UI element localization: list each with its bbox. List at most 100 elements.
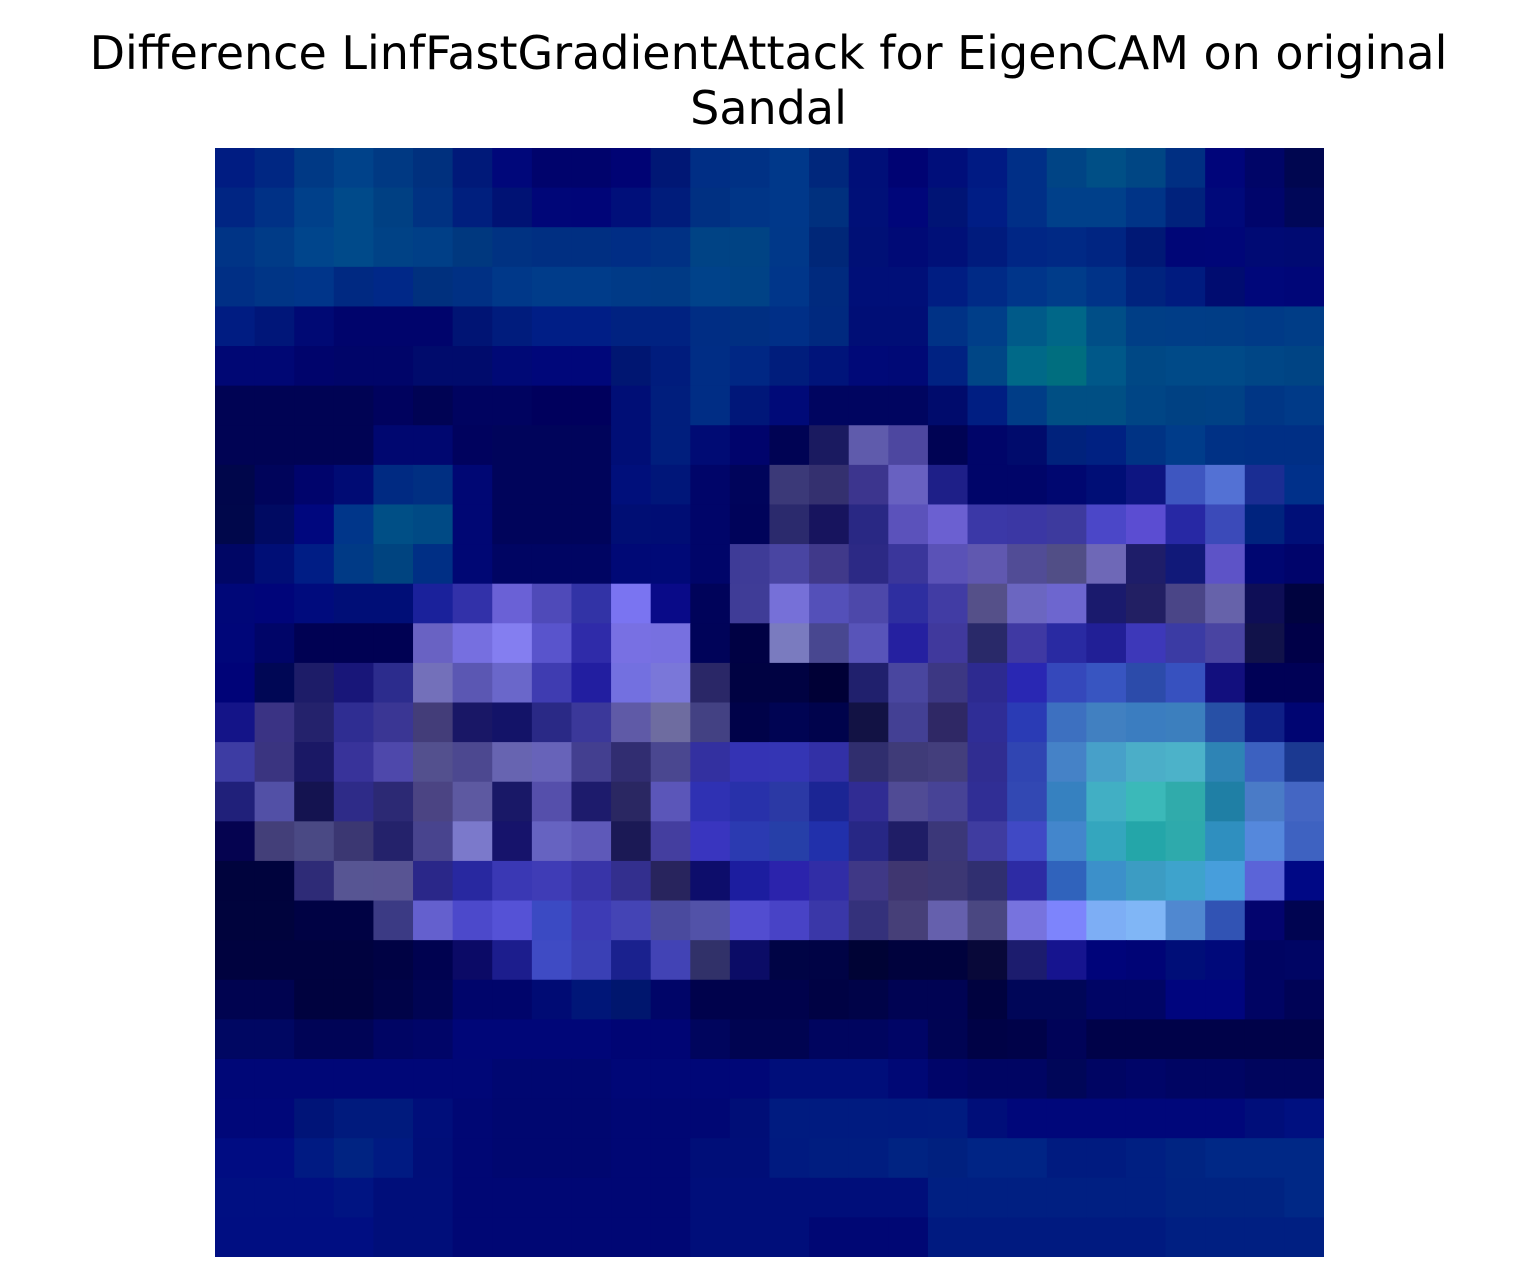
heatmap-cell	[690, 623, 730, 663]
heatmap-cell	[255, 1138, 295, 1178]
heatmap-cell	[453, 742, 493, 782]
heatmap-cell	[294, 465, 334, 505]
heatmap-cell	[334, 227, 374, 267]
heatmap-cell	[255, 386, 295, 426]
heatmap-cell	[651, 1099, 691, 1139]
heatmap-cell	[849, 742, 889, 782]
heatmap-cell	[809, 901, 849, 941]
heatmap-cell	[1047, 1138, 1087, 1178]
heatmap-cell	[849, 821, 889, 861]
heatmap-cell	[571, 386, 611, 426]
heatmap-cell	[809, 1178, 849, 1218]
heatmap-cell	[1205, 861, 1245, 901]
heatmap-cell	[968, 386, 1008, 426]
heatmap-cell	[1205, 504, 1245, 544]
heatmap-cell	[1007, 901, 1047, 941]
heatmap-cell	[492, 1178, 532, 1218]
heatmap-cell	[413, 504, 453, 544]
heatmap-cell	[1245, 346, 1285, 386]
heatmap-cell	[492, 386, 532, 426]
heatmap-cell	[492, 544, 532, 584]
heatmap-cell	[690, 703, 730, 743]
heatmap-cell	[611, 504, 651, 544]
heatmap-cell	[928, 742, 968, 782]
heatmap-cell	[1126, 782, 1166, 822]
heatmap-cell	[651, 425, 691, 465]
heatmap-cell	[690, 1059, 730, 1099]
heatmap-cell	[1245, 227, 1285, 267]
heatmap-cell	[1284, 1099, 1324, 1139]
heatmap-cell	[849, 227, 889, 267]
heatmap-cell	[453, 703, 493, 743]
heatmap-cell	[571, 544, 611, 584]
heatmap-cell	[651, 821, 691, 861]
heatmap-cell	[453, 980, 493, 1020]
heatmap-cell	[1205, 1099, 1245, 1139]
heatmap-cell	[1284, 465, 1324, 505]
heatmap-cell	[849, 544, 889, 584]
heatmap-cell	[334, 425, 374, 465]
heatmap-cell	[1205, 306, 1245, 346]
heatmap-cell	[1007, 821, 1047, 861]
heatmap-cell	[215, 465, 255, 505]
heatmap-cell	[571, 504, 611, 544]
heatmap-cell	[730, 544, 770, 584]
heatmap-cell	[255, 544, 295, 584]
heatmap-cell	[373, 227, 413, 267]
heatmap-cell	[1007, 148, 1047, 188]
heatmap-cell	[928, 1019, 968, 1059]
heatmap-cell	[611, 623, 651, 663]
heatmap-cell	[571, 980, 611, 1020]
heatmap-cell	[334, 1099, 374, 1139]
heatmap-cell	[492, 940, 532, 980]
heatmap-cell	[809, 148, 849, 188]
heatmap-cell	[1205, 465, 1245, 505]
heatmap-cell	[453, 465, 493, 505]
heatmap-cell	[809, 425, 849, 465]
heatmap-cell	[651, 1059, 691, 1099]
heatmap-cell	[611, 940, 651, 980]
heatmap-cell	[571, 188, 611, 228]
heatmap-cell	[492, 1099, 532, 1139]
heatmap-cell	[1205, 821, 1245, 861]
heatmap-cell	[928, 861, 968, 901]
heatmap-cell	[770, 544, 810, 584]
heatmap-cell	[1205, 544, 1245, 584]
heatmap-cell	[651, 861, 691, 901]
heatmap-cell	[770, 306, 810, 346]
heatmap-cell	[690, 901, 730, 941]
heatmap-cell	[334, 1138, 374, 1178]
heatmap-cell	[770, 940, 810, 980]
heatmap-cell	[1245, 386, 1285, 426]
heatmap-cell	[809, 227, 849, 267]
heatmap-cell	[849, 267, 889, 307]
heatmap-cell	[492, 861, 532, 901]
heatmap-cell	[453, 1217, 493, 1257]
heatmap-cell	[611, 465, 651, 505]
heatmap-cell	[1166, 901, 1206, 941]
heatmap-cell	[294, 703, 334, 743]
heatmap-cell	[1086, 504, 1126, 544]
heatmap-cell	[334, 346, 374, 386]
heatmap-cell	[928, 504, 968, 544]
heatmap-cell	[1126, 623, 1166, 663]
heatmap-cell	[1166, 386, 1206, 426]
heatmap-cell	[334, 306, 374, 346]
heatmap-cell	[1166, 306, 1206, 346]
heatmap-cell	[413, 1138, 453, 1178]
heatmap-cell	[532, 188, 572, 228]
heatmap-cell	[928, 425, 968, 465]
heatmap-cell	[1007, 346, 1047, 386]
heatmap-cell	[611, 821, 651, 861]
heatmap-cell	[453, 623, 493, 663]
heatmap-cell	[255, 1099, 295, 1139]
heatmap-cell	[1205, 1217, 1245, 1257]
heatmap-cell	[571, 742, 611, 782]
heatmap-cell	[294, 742, 334, 782]
heatmap-cell	[492, 1217, 532, 1257]
heatmap-cell	[532, 703, 572, 743]
heatmap-cell	[413, 148, 453, 188]
heatmap-cell	[968, 703, 1008, 743]
heatmap-cell	[849, 1217, 889, 1257]
heatmap-cell	[1166, 821, 1206, 861]
